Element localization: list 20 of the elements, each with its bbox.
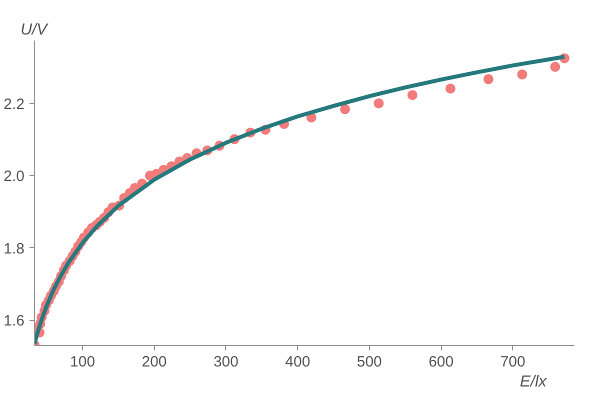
x-tick-label: 600 bbox=[428, 354, 454, 370]
y-tick-label: 1.6 bbox=[4, 312, 25, 330]
x-tick-label: 200 bbox=[142, 354, 167, 370]
x-tick-label: 100 bbox=[70, 354, 96, 370]
y-axis-title: U/V bbox=[20, 22, 48, 38]
point bbox=[483, 74, 494, 84]
x-tick-label: 700 bbox=[500, 354, 526, 370]
point bbox=[374, 98, 384, 108]
x-tick-label: 400 bbox=[285, 354, 310, 370]
point bbox=[407, 90, 418, 100]
y-tick-label: 2.2 bbox=[4, 96, 25, 113]
point bbox=[340, 104, 350, 114]
y-tick-label: 1.8 bbox=[4, 240, 25, 258]
y-tick-label: 2.0 bbox=[4, 168, 25, 186]
x-axis-title: E/lx bbox=[520, 374, 548, 390]
x-tick-label: 500 bbox=[356, 354, 382, 370]
point bbox=[517, 69, 528, 80]
point bbox=[445, 84, 456, 94]
x-tick-label: 300 bbox=[213, 354, 238, 370]
point bbox=[550, 62, 560, 72]
